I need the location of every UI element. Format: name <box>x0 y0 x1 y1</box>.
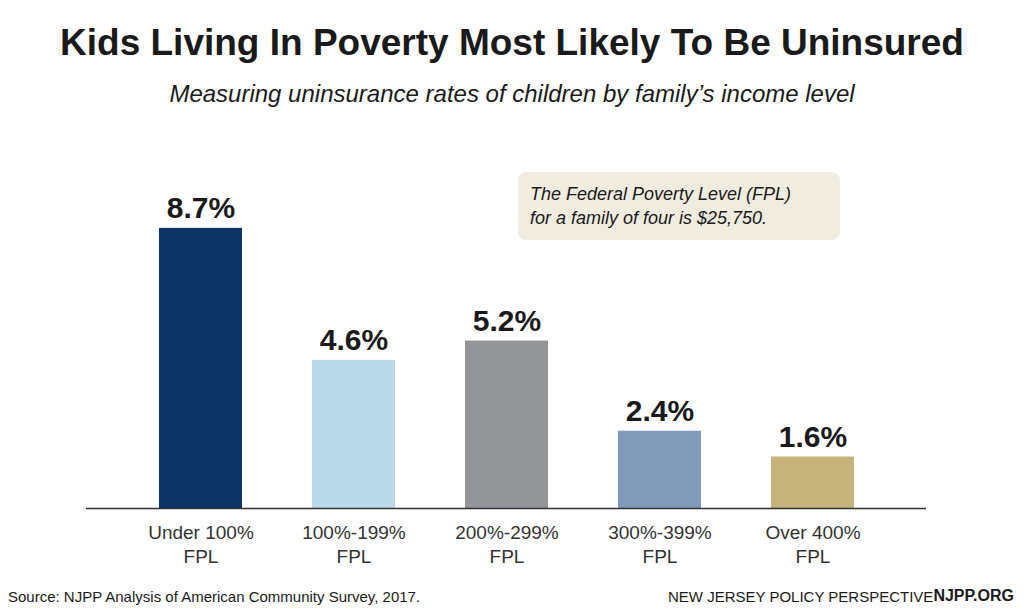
svg-text:8.7%: 8.7% <box>167 191 235 224</box>
svg-text:Under 100%FPL: Under 100%FPL <box>148 522 254 567</box>
html-text:Source: NJPP Analysis of Ameri: Source: NJPP Analysis of American Commun… <box>8 588 421 605</box>
svg-text:4.6%: 4.6% <box>320 323 388 356</box>
svg-text:1.6%: 1.6% <box>779 420 847 453</box>
svg-text:300%-399%FPL: 300%-399%FPL <box>608 522 712 567</box>
html-text:Measuring uninsurance rates of: Measuring uninsurance rates of children … <box>169 80 855 107</box>
svg-text:200%-299%FPL: 200%-299%FPL <box>455 522 559 567</box>
html-text:The Federal Poverty Level (FPL: The Federal Poverty Level (FPL) for a fa… <box>530 184 792 228</box>
svg-text:100%-199%FPL: 100%-199%FPL <box>302 522 406 567</box>
svg-text:5.2%: 5.2% <box>473 304 541 337</box>
svg-text:Over 400%FPL: Over 400%FPL <box>765 522 860 567</box>
html-text:NEW JERSEY POLICY PERSPECTIVE: NEW JERSEY POLICY PERSPECTIVE NJPP.ORG <box>668 587 1014 605</box>
html-text:Kids Living In Poverty Most Li: Kids Living In Poverty Most Likely To Be… <box>60 22 964 63</box>
svg-text:2.4%: 2.4% <box>626 394 694 427</box>
